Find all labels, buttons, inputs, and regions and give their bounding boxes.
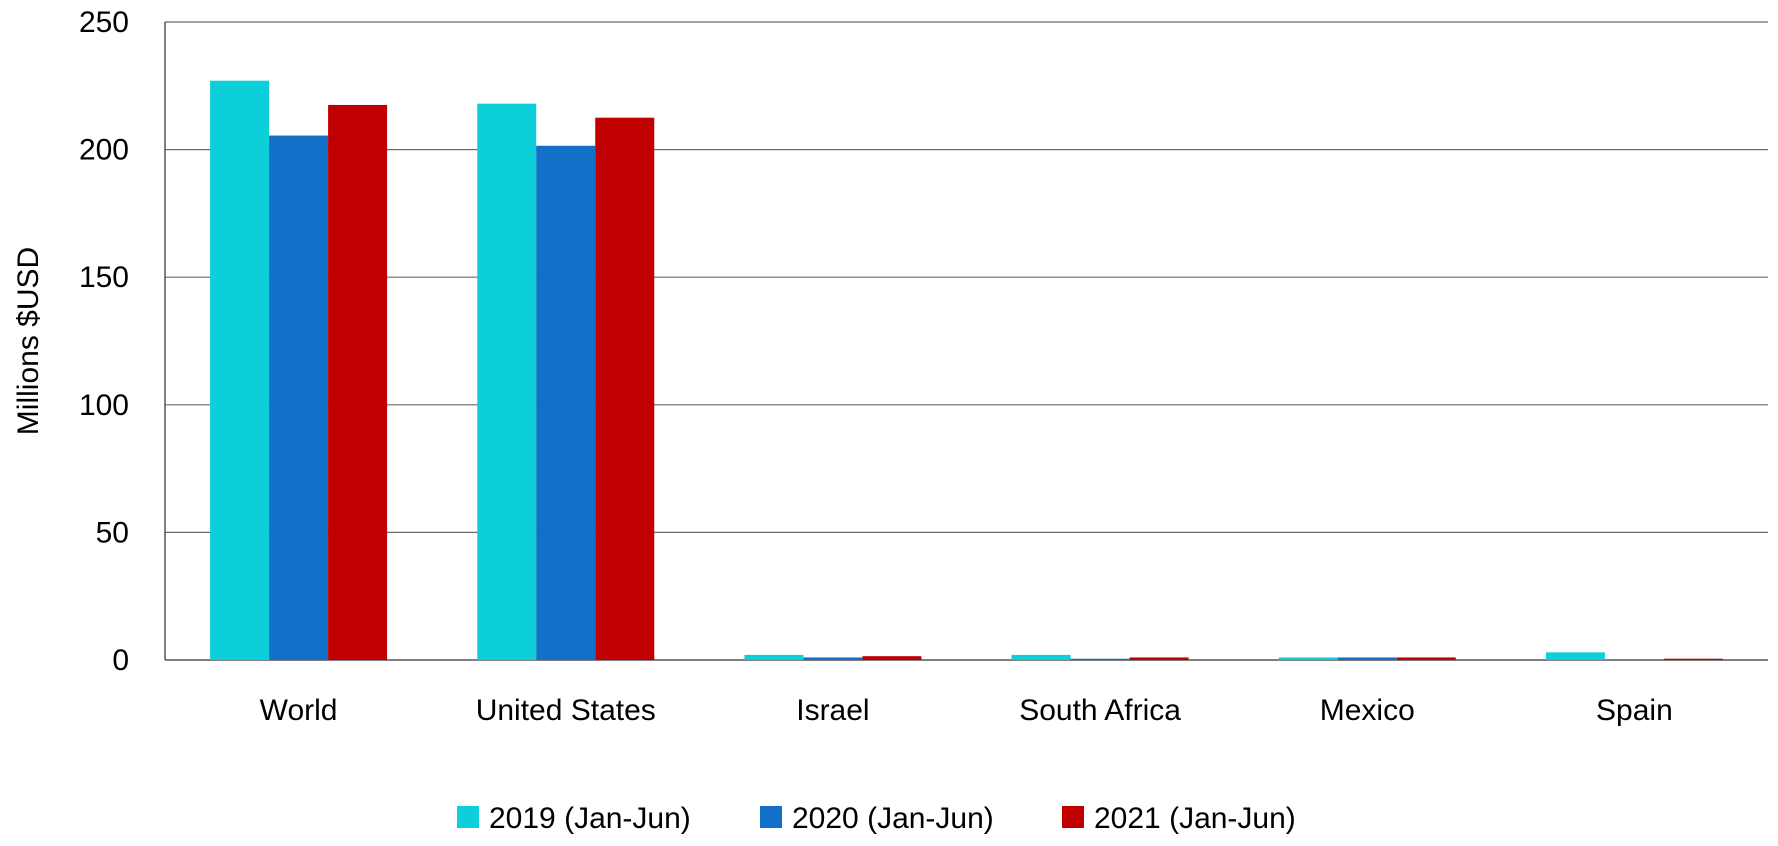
- x-tick-label: United States: [476, 694, 656, 727]
- gridlines: [164, 21, 1768, 661]
- legend-swatch: [1062, 806, 1084, 828]
- x-axis-ticks: World United States Israel South Africa Mexi…: [260, 694, 1673, 727]
- bar-world-3: [328, 104, 388, 660]
- y-tick-label: 150: [79, 261, 129, 294]
- bar-israel-2: [803, 657, 863, 660]
- x-tick-label: South Africa: [1019, 694, 1181, 727]
- bars: [210, 80, 1723, 661]
- x-tick-label: Mexico: [1320, 694, 1415, 727]
- bar-united-states-3: [595, 117, 655, 660]
- legend-swatch: [457, 806, 479, 828]
- bar-spain-1: [1545, 652, 1605, 660]
- bar-spain-3: [1663, 658, 1723, 660]
- bar-world-2: [269, 135, 329, 661]
- y-tick-label: 100: [79, 389, 129, 422]
- x-tick-label: Spain: [1596, 694, 1673, 727]
- bar-south-africa-2: [1070, 658, 1130, 660]
- bar-mexico-1: [1278, 657, 1338, 660]
- bar-world-1: [210, 80, 270, 661]
- legend-swatch: [760, 806, 782, 828]
- y-axis-title: Millions $USD: [12, 247, 45, 435]
- bar-mexico-2: [1337, 657, 1397, 660]
- bar-israel-1: [744, 654, 804, 660]
- bar-united-states-2: [536, 145, 596, 661]
- y-tick-label: 0: [112, 644, 129, 677]
- bar-south-africa-1: [1011, 654, 1071, 660]
- bar-israel-3: [862, 656, 922, 660]
- bar-mexico-3: [1396, 657, 1456, 660]
- legend: 2019 (Jan-Jun) 2020 (Jan-Jun) 2021 (Jan-Ju…: [457, 802, 1296, 835]
- bar-united-states-1: [477, 103, 537, 660]
- legend-label: 2021 (Jan-Jun): [1094, 802, 1296, 835]
- y-axis-ticks: 0 50 100 150 200 250: [79, 6, 129, 677]
- bar-south-africa-3: [1129, 657, 1189, 660]
- legend-label: 2019 (Jan-Jun): [489, 802, 691, 835]
- y-tick-label: 50: [96, 516, 129, 549]
- x-tick-label: Israel: [796, 694, 869, 727]
- x-tick-label: World: [260, 694, 338, 727]
- y-tick-label: 250: [79, 6, 129, 39]
- y-tick-label: 200: [79, 134, 129, 167]
- legend-label: 2020 (Jan-Jun): [792, 802, 994, 835]
